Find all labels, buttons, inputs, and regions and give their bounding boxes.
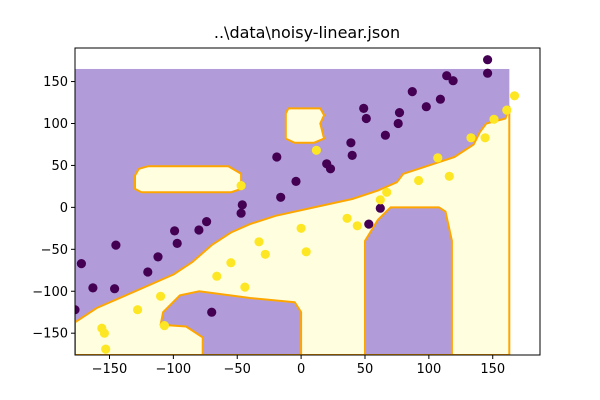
- x-tick-label-1: −100: [156, 362, 192, 377]
- y-tick-label-2: −50: [41, 243, 68, 258]
- point-class-1-21: [444, 171, 454, 181]
- point-class-1-6: [212, 271, 222, 281]
- x-tick-label-2: −50: [224, 362, 251, 377]
- point-class-0-6: [153, 252, 163, 262]
- decision-regions: [75, 68, 511, 355]
- point-class-0-19: [346, 138, 356, 148]
- point-class-0-26: [393, 118, 403, 129]
- y-tick-label-4: 50: [51, 159, 68, 174]
- point-class-0-0: [76, 259, 86, 269]
- point-class-1-4: [156, 291, 166, 301]
- point-class-1-24: [489, 114, 499, 124]
- class-1-region-1: [134, 165, 243, 194]
- plot-frame: [74, 47, 541, 356]
- point-class-0-20: [347, 150, 357, 160]
- point-class-1-2: [101, 344, 111, 354]
- point-class-0-9: [194, 225, 204, 235]
- point-class-1-5: [159, 321, 169, 331]
- x-tick-label-0: −150: [92, 362, 128, 377]
- point-class-1-23: [480, 133, 490, 143]
- point-class-0-32: [448, 76, 458, 86]
- point-class-0-29: [421, 102, 431, 112]
- point-class-1-16: [352, 221, 362, 231]
- x-tick-label-5: 100: [416, 362, 441, 377]
- point-class-0-33: [483, 68, 493, 78]
- point-class-0-22: [361, 113, 371, 124]
- point-class-1-19: [414, 175, 424, 186]
- y-tick-label-3: 0: [60, 201, 68, 216]
- class-0-island-0: [364, 206, 453, 355]
- point-class-0-23: [364, 219, 374, 229]
- point-class-0-5: [143, 267, 153, 277]
- point-class-0-12: [237, 200, 247, 210]
- point-class-1-15: [342, 213, 352, 223]
- point-class-1-8: [236, 181, 246, 191]
- point-class-1-17: [375, 195, 385, 205]
- point-class-0-15: [276, 192, 286, 202]
- y-tick-label-5: 100: [43, 117, 68, 132]
- point-class-0-34: [483, 55, 493, 65]
- point-class-1-11: [260, 249, 270, 259]
- chart-title: ..\data\noisy-linear.json: [214, 23, 400, 42]
- point-class-1-20: [433, 153, 443, 163]
- point-class-0-8: [172, 238, 182, 248]
- point-class-0-4: [110, 284, 120, 294]
- point-class-0-21: [359, 103, 369, 113]
- point-class-1-7: [226, 258, 236, 268]
- class-0-island-1: [159, 290, 303, 355]
- point-class-1-1: [99, 328, 109, 338]
- y-tick-label-6: 150: [43, 75, 68, 90]
- point-class-1-3: [133, 305, 143, 315]
- x-tick-label-6: 150: [480, 362, 505, 377]
- point-class-0-27: [394, 108, 405, 118]
- data-points: [75, 55, 520, 354]
- point-class-0-7: [170, 226, 180, 236]
- point-class-0-24: [375, 203, 385, 213]
- point-class-1-9: [240, 282, 250, 292]
- point-class-1-22: [466, 133, 476, 143]
- point-class-1-14: [311, 145, 321, 155]
- point-class-1-18: [382, 187, 392, 197]
- point-class-0-16: [291, 176, 301, 186]
- x-tick-label-4: 50: [357, 362, 374, 377]
- point-class-1-10: [254, 237, 264, 247]
- point-class-0-10: [202, 217, 212, 227]
- point-class-0-25: [380, 130, 390, 140]
- point-class-0-14: [272, 152, 282, 162]
- point-class-0-1: [75, 305, 80, 315]
- point-class-1-13: [301, 247, 311, 257]
- y-tick-label-0: −150: [32, 327, 68, 342]
- point-class-1-26: [509, 91, 520, 101]
- point-class-0-13: [236, 208, 246, 218]
- x-tick-label-3: 0: [297, 362, 305, 377]
- point-class-0-3: [111, 240, 121, 250]
- point-class-0-2: [88, 283, 98, 293]
- point-class-0-11: [207, 307, 217, 317]
- point-class-0-30: [435, 94, 445, 104]
- y-tick-label-1: −100: [32, 285, 68, 300]
- class-1-region-2: [284, 107, 326, 144]
- axes: −150 −100 −50 0 50 100 150 −150 −100 −50 0 50 100 150: [32, 47, 541, 377]
- point-class-1-25: [502, 105, 512, 115]
- point-class-0-31: [442, 71, 452, 81]
- point-class-0-28: [407, 87, 417, 97]
- point-class-0-18: [325, 164, 336, 174]
- point-class-1-12: [296, 223, 306, 233]
